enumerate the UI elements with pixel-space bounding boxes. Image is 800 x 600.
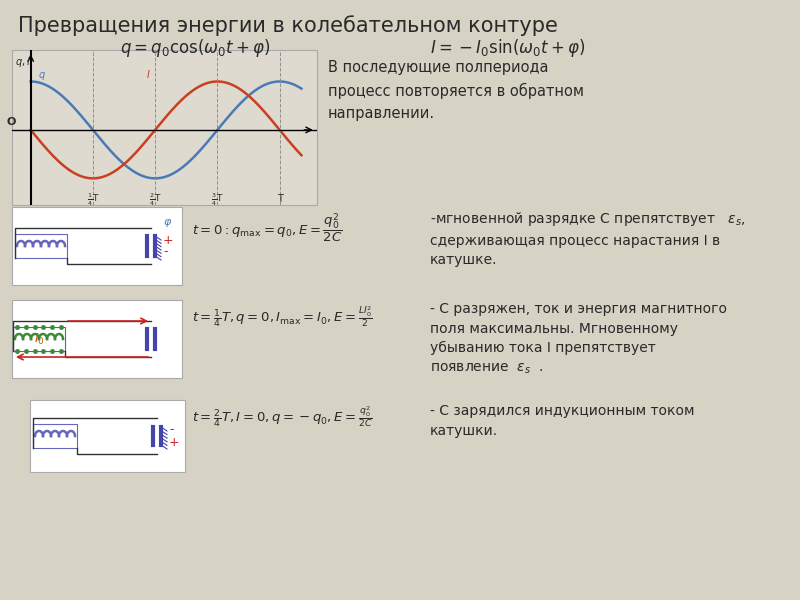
Text: $q$: $q$ [38,70,46,82]
Text: +: + [163,233,174,247]
Bar [33,424,77,448]
Text: -: - [163,245,167,259]
Text: -: - [169,424,174,437]
Bar [12,207,182,285]
Text: $q = q_0\cos(\omega_0 t + \varphi)$: $q = q_0\cos(\omega_0 t + \varphi)$ [120,37,270,59]
Text: $\varphi$: $\varphi$ [163,217,172,229]
Text: $\mathbf{O}$: $\mathbf{O}$ [6,115,17,127]
Bar [12,300,182,378]
Bar [30,400,185,472]
Text: $t=\frac{1}{4}T, q=0, I_{\max}=I_0, E=\frac{LI_0^2}{2}$: $t=\frac{1}{4}T, q=0, I_{\max}=I_0, E=\f… [192,304,373,329]
Bar [15,234,67,258]
Text: $\frac{2}{4}$T: $\frac{2}{4}$T [149,191,162,208]
Text: $I = -I_0\sin(\omega_0 t + \varphi)$: $I = -I_0\sin(\omega_0 t + \varphi)$ [430,37,586,59]
Text: - С разряжен, ток и энергия магнитного
поля максимальны. Мгновенному
убыванию то: - С разряжен, ток и энергия магнитного п… [430,302,727,376]
Text: +: + [169,436,180,449]
Text: $q,i$: $q,i$ [15,55,31,69]
Text: -мгновенной разрядке С препятствует   $\varepsilon_s$,
сдерживающая процесс нара: -мгновенной разрядке С препятствует $\va… [430,210,746,267]
Text: $\frac{3}{4}$T: $\frac{3}{4}$T [211,191,224,208]
Text: $t=\frac{2}{4}T, I=0, q=-q_0, E=\frac{q_0^2}{2C}$: $t=\frac{2}{4}T, I=0, q=-q_0, E=\frac{q_… [192,404,373,429]
Bar [12,50,317,205]
Text: $\frac{1}{4}$T: $\frac{1}{4}$T [86,191,99,208]
Text: Превращения энергии в колебательном контуре: Превращения энергии в колебательном конт… [18,15,558,36]
Text: - С зарядился индукционным током
катушки.: - С зарядился индукционным током катушки… [430,404,694,437]
Text: $I$: $I$ [146,68,150,80]
Text: $t=0: q_{\max}=q_0, E=\dfrac{q_0^2}{2C}$: $t=0: q_{\max}=q_0, E=\dfrac{q_0^2}{2C}$ [192,212,342,245]
Text: T: T [277,194,282,203]
Bar [13,327,65,351]
Text: $I_0$: $I_0$ [34,331,45,347]
Text: В последующие полпериода
процесс повторяется в обратном
направлении.: В последующие полпериода процесс повторя… [328,60,584,121]
